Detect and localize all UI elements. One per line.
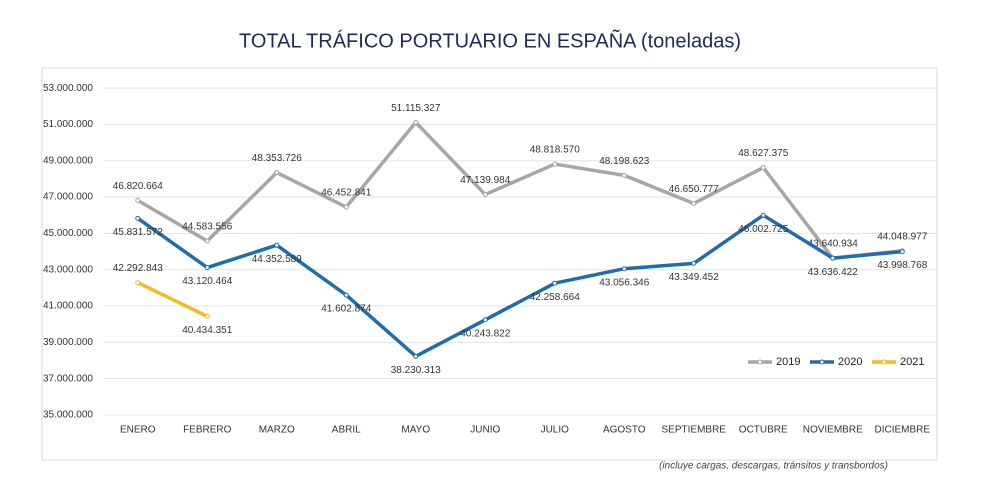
point-marker <box>204 238 210 244</box>
y-tick-label: 35.000.000 <box>43 410 93 421</box>
data-label: 48.198.623 <box>599 156 649 167</box>
x-tick-label: MAYO <box>401 425 430 436</box>
point-marker <box>204 265 210 271</box>
data-label: 41.602.874 <box>321 304 371 315</box>
series-line <box>136 281 209 318</box>
data-label: 43.120.464 <box>182 276 232 287</box>
x-tick-label: MARZO <box>259 425 295 436</box>
data-label: 40.434.351 <box>182 325 232 336</box>
y-tick-label: 45.000.000 <box>43 228 93 239</box>
data-label: 48.818.570 <box>530 145 580 156</box>
y-tick-label: 51.000.000 <box>43 119 93 130</box>
legend-marker <box>757 359 763 365</box>
legend-marker <box>819 359 825 365</box>
data-label: 44.048.977 <box>877 231 927 242</box>
data-label: 43.636.422 <box>808 267 858 278</box>
x-tick-label: ENERO <box>120 425 156 436</box>
y-tick-label: 47.000.000 <box>43 192 93 203</box>
data-label: 44.583.556 <box>182 222 232 233</box>
data-label: 42.258.664 <box>530 292 580 303</box>
legend: 2019 2020 2021 <box>748 356 924 368</box>
point-marker <box>760 212 766 218</box>
data-label: 43.640.934 <box>808 239 858 250</box>
data-label: 46.452.841 <box>321 188 371 199</box>
series-line <box>136 120 903 260</box>
x-tick-label: NOVIEMBRE <box>803 425 863 436</box>
data-label: 45.831.572 <box>113 227 163 238</box>
series-line <box>136 213 903 359</box>
point-marker <box>621 266 627 272</box>
y-tick-label: 53.000.000 <box>43 83 93 94</box>
point-marker <box>482 317 488 323</box>
point-marker <box>482 192 488 198</box>
data-label: 51.115.327 <box>391 103 441 114</box>
point-marker <box>691 260 697 266</box>
point-marker <box>830 255 836 261</box>
point-marker <box>135 197 141 203</box>
x-tick-label: JULIO <box>541 425 570 436</box>
data-label: 40.243.822 <box>460 328 510 339</box>
point-marker <box>413 353 419 359</box>
data-label: 43.998.768 <box>877 260 927 271</box>
y-tick-label: 43.000.000 <box>43 264 93 275</box>
data-label: 42.292.843 <box>113 263 163 274</box>
plot-frame <box>41 67 938 461</box>
point-marker <box>621 172 627 178</box>
chart-title: TOTAL TRÁFICO PORTUARIO EN ESPAÑA (tonel… <box>239 28 741 52</box>
point-marker <box>135 215 141 221</box>
data-label: 48.627.375 <box>738 148 788 159</box>
footnote: (incluye cargas, descargas, tránsitos y … <box>659 461 888 472</box>
y-tick-label: 41.000.000 <box>43 301 93 312</box>
point-marker <box>552 161 558 167</box>
x-tick-label: FEBRERO <box>183 425 232 436</box>
legend-label: 2020 <box>838 356 862 368</box>
legend-label: 2019 <box>776 356 800 368</box>
data-label: 46.650.777 <box>669 184 719 195</box>
data-label: 46.820.664 <box>113 181 163 192</box>
point-marker <box>691 200 697 206</box>
x-tick-label: JUNIO <box>470 425 500 436</box>
y-tick-label: 39.000.000 <box>43 337 93 348</box>
legend-label: 2021 <box>900 356 924 368</box>
point-marker <box>274 242 280 248</box>
x-tick-label: AGOSTO <box>603 425 646 436</box>
point-marker <box>760 165 766 171</box>
point-marker <box>552 280 558 286</box>
point-marker <box>899 249 905 255</box>
x-tick-label: DICIEMBRE <box>874 425 930 436</box>
point-marker <box>343 292 349 298</box>
data-label: 44.352.589 <box>252 254 302 265</box>
point-marker <box>413 119 419 125</box>
data-label: 43.056.346 <box>599 277 649 288</box>
legend-marker <box>881 359 887 365</box>
data-label: 46.002.725 <box>738 224 788 235</box>
point-marker <box>274 170 280 176</box>
point-marker <box>343 204 349 210</box>
x-tick-label: ABRIL <box>332 425 361 436</box>
x-tick-label: SEPTIEMBRE <box>662 425 727 436</box>
x-tick-label: OCTUBRE <box>739 425 788 436</box>
data-label: 47.139.984 <box>460 175 510 186</box>
y-tick-label: 49.000.000 <box>43 155 93 166</box>
point-marker <box>204 313 210 319</box>
data-label: 48.353.726 <box>252 153 302 164</box>
data-label: 38.230.313 <box>391 365 441 376</box>
data-label: 43.349.452 <box>669 272 719 283</box>
point-marker <box>135 280 141 286</box>
y-tick-label: 37.000.000 <box>43 373 93 384</box>
